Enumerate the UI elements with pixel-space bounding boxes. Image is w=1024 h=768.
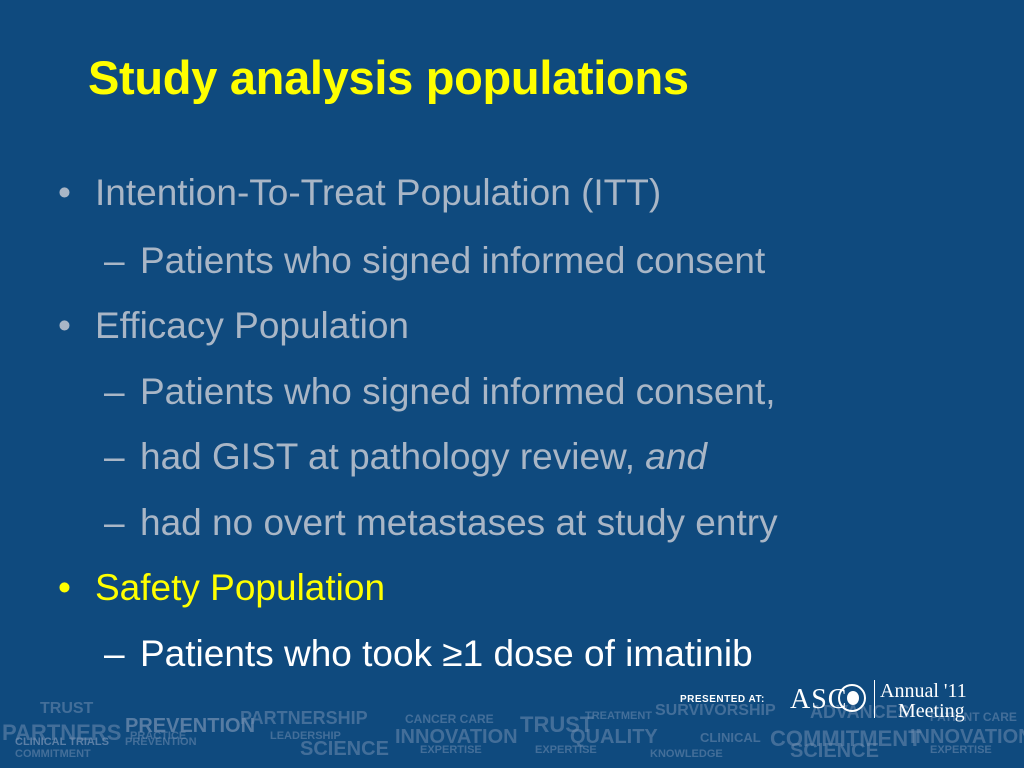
slide-title: Study analysis populations xyxy=(88,51,689,104)
footer-word: CLINICAL xyxy=(700,730,761,745)
sub-bullet-itt-consent: – Patients who signed informed consent xyxy=(104,240,766,282)
bullet-safety: • Safety Population xyxy=(58,567,386,609)
footer-word: SCIENCE xyxy=(300,738,389,760)
footer-word: EXPERTISE xyxy=(930,744,992,756)
bullet-text: Intention-To-Treat Population (ITT) xyxy=(95,172,662,213)
footer-word: KNOWLEDGE xyxy=(650,748,723,760)
logo-divider xyxy=(874,680,875,718)
dash-marker: – xyxy=(104,371,125,412)
sub-bullet-text: Patients who signed informed consent, xyxy=(140,371,776,412)
presented-at-label: PRESENTED AT: xyxy=(680,694,765,705)
bullet-itt: • Intention-To-Treat Population (ITT) xyxy=(58,172,662,214)
footer-word: INNOVATION xyxy=(910,726,1024,748)
bullet-text: Safety Population xyxy=(95,567,386,608)
footer-word: PARTNERSHIP xyxy=(240,708,368,728)
footer-word: TRUST xyxy=(520,712,594,737)
footer-word: EXPERTISE xyxy=(535,744,597,756)
sub-bullet-text: Patients who took ≥1 dose of imatinib xyxy=(140,633,753,674)
footer-word: TRUST xyxy=(40,700,94,717)
footer-word: PREVENTION xyxy=(125,715,256,737)
footer-word: INNOVATION xyxy=(395,726,518,748)
meeting-line-2: Meeting xyxy=(898,700,965,722)
footer-word: PREVENTION xyxy=(125,736,197,748)
footer-word: CLINICAL TRIALS xyxy=(15,736,109,748)
footer-word: SURVIVORSHIP xyxy=(655,702,776,719)
sub-bullet-efficacy-consent: – Patients who signed informed consent, xyxy=(104,371,776,413)
bullet-efficacy: • Efficacy Population xyxy=(58,305,410,347)
sub-bullet-text: Patients who signed informed consent xyxy=(140,240,766,281)
dash-marker: – xyxy=(104,502,125,543)
footer-word: CANCER CARE xyxy=(405,712,494,726)
footer-word: TREATMENT xyxy=(585,710,653,722)
footer-word: COMMITMENT xyxy=(770,726,922,751)
footer-word: PRACTICE xyxy=(130,730,187,742)
sub-bullet-safety-dose: – Patients who took ≥1 dose of imatinib xyxy=(104,633,753,675)
meeting-line-1: Annual '11 xyxy=(880,680,967,702)
bullet-marker: • xyxy=(58,172,71,213)
bullet-list: • Intention-To-Treat Population (ITT) – … xyxy=(58,172,778,675)
sub-bullet-text: had no overt metastases at study entry xyxy=(140,502,778,543)
sub-bullet-efficacy-metastases: – had no overt metastases at study entry xyxy=(104,502,778,544)
sub-bullet-efficacy-gist: – had GIST at pathology review, and xyxy=(104,436,708,478)
footer-word: COMMITMENT xyxy=(15,748,91,760)
dash-marker: – xyxy=(104,240,125,281)
emphasis-and: and xyxy=(645,436,708,477)
bullet-marker: • xyxy=(58,305,71,346)
dash-marker: – xyxy=(104,633,125,674)
footer-word: EXPERTISE xyxy=(420,744,482,756)
annual-meeting-logo: Annual '11 Meeting xyxy=(880,681,967,721)
sub-bullet-text: had GIST at pathology review, xyxy=(140,436,646,477)
footer-word: PATIENT CARE xyxy=(930,710,1017,724)
bullet-text: Efficacy Population xyxy=(95,305,410,346)
footer-word: LEADERSHIP xyxy=(270,730,341,742)
asco-globe-icon xyxy=(838,684,866,712)
footer-word-band: TRUST PREVENTION PARTNERSHIP CANCER CARE… xyxy=(0,690,1024,768)
bullet-marker: • xyxy=(58,567,71,608)
asco-logo-text: ASC xyxy=(790,684,848,715)
footer-word: SCIENCE xyxy=(790,740,879,762)
footer-word: ADVANCES xyxy=(810,702,910,722)
footer-word: QUALITY xyxy=(570,726,658,748)
dash-marker: – xyxy=(104,436,125,477)
footer-word: PARTNERS xyxy=(2,720,122,745)
